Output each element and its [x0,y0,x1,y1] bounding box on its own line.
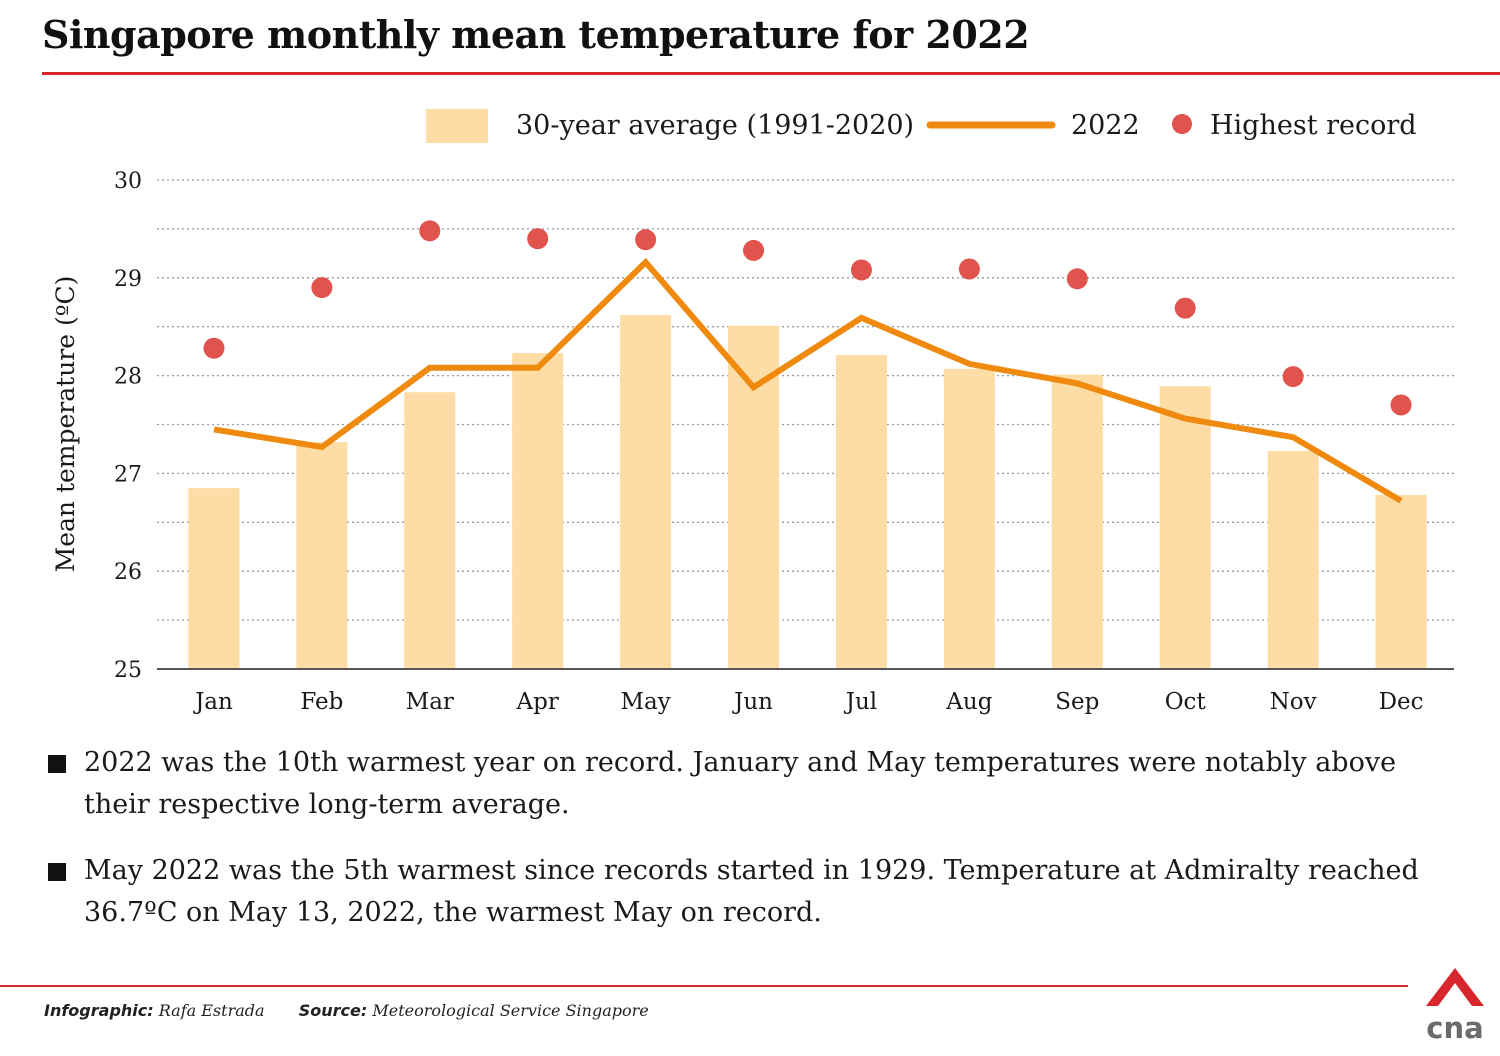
legend-bar-swatch [426,109,488,143]
x-tick-label: Jun [732,689,773,715]
page-title: Singapore monthly mean temperature for 2… [42,12,1030,57]
cna-logo-icon: cna [1426,968,1484,1042]
legend-record-label: Highest record [1210,110,1417,141]
average-bar-feb [296,442,348,669]
average-bars [188,314,1427,669]
record-point-jul [850,259,872,281]
note-2: May 2022 was the 5th warmest since recor… [48,850,1468,934]
note-1-text: 2022 was the 10th warmest year on record… [84,747,1397,820]
x-tick-label: Mar [406,689,454,715]
y-tick-label: 30 [114,169,142,194]
record-point-oct [1174,297,1196,319]
infographic-label: Infographic: [44,1001,154,1020]
average-bar-oct [1159,386,1211,669]
record-point-apr [527,228,549,250]
x-tick-label: Sep [1055,689,1099,715]
x-tick-label: Oct [1165,689,1207,715]
y-axis-label: Mean temperature (ºC) [51,276,80,573]
record-point-jun [743,239,765,261]
x-tick-label: May [620,689,670,715]
legend-line-label: 2022 [1071,110,1140,141]
average-bar-jan [188,488,240,669]
series-2022-line [213,257,1403,504]
y-tick-label: 25 [114,658,142,683]
record-point-jan [203,337,225,359]
average-bar-aug [943,368,995,669]
y-tick-label: 26 [114,560,142,585]
average-bar-nov [1267,450,1319,669]
average-bar-jul [835,355,887,669]
temperature-chart: 30-year average (1991-2020) 2022 Highest… [51,109,1454,715]
logo-text: cna [1426,1011,1483,1042]
chart-legend: 30-year average (1991-2020) 2022 Highest… [426,109,1417,143]
y-axis-ticks: 25 26 27 28 29 30 [114,169,142,683]
x-tick-label: Jul [844,689,877,715]
record-point-feb [311,277,333,299]
source-value: Meteorological Service Singapore [372,1001,649,1020]
legend-average-label: 30-year average (1991-2020) [516,110,914,141]
x-tick-label: Nov [1270,689,1317,715]
record-point-sep [1066,268,1088,290]
note-1: 2022 was the 10th warmest year on record… [48,742,1468,826]
y-tick-label: 28 [114,365,142,390]
y-tick-label: 27 [114,462,142,487]
bullet-square-icon [48,863,66,881]
footer-divider [0,985,1408,987]
credits: Infographic: Rafa Estrada Source: Meteor… [44,1001,649,1020]
source-label: Source: [298,1001,368,1020]
record-point-nov [1282,366,1304,388]
average-bar-sep [1051,374,1103,669]
record-point-aug [958,258,980,280]
x-tick-label: Feb [300,689,343,715]
average-bar-apr [512,353,564,669]
record-point-may [635,229,657,251]
average-bar-dec [1375,494,1427,669]
average-bar-mar [404,392,456,669]
x-axis-labels: Jan Feb Mar Apr May Jun Jul Aug Sep Oct Nov Dec [193,689,1423,715]
record-point-mar [419,220,441,242]
title-divider [42,72,1500,75]
chart-grid [157,179,1454,621]
x-tick-label: Dec [1379,689,1424,715]
y-tick-label: 29 [114,267,142,292]
legend-record-swatch [1172,114,1192,134]
record-points [203,220,1412,416]
note-2-text: May 2022 was the 5th warmest since recor… [84,855,1419,928]
average-bar-may [620,314,672,669]
record-point-dec [1390,394,1412,416]
bullet-square-icon [48,755,66,773]
x-tick-label: Jan [193,689,233,715]
x-tick-label: Aug [945,689,992,715]
x-tick-label: Apr [516,689,559,715]
infographic-value: Rafa Estrada [158,1001,265,1020]
